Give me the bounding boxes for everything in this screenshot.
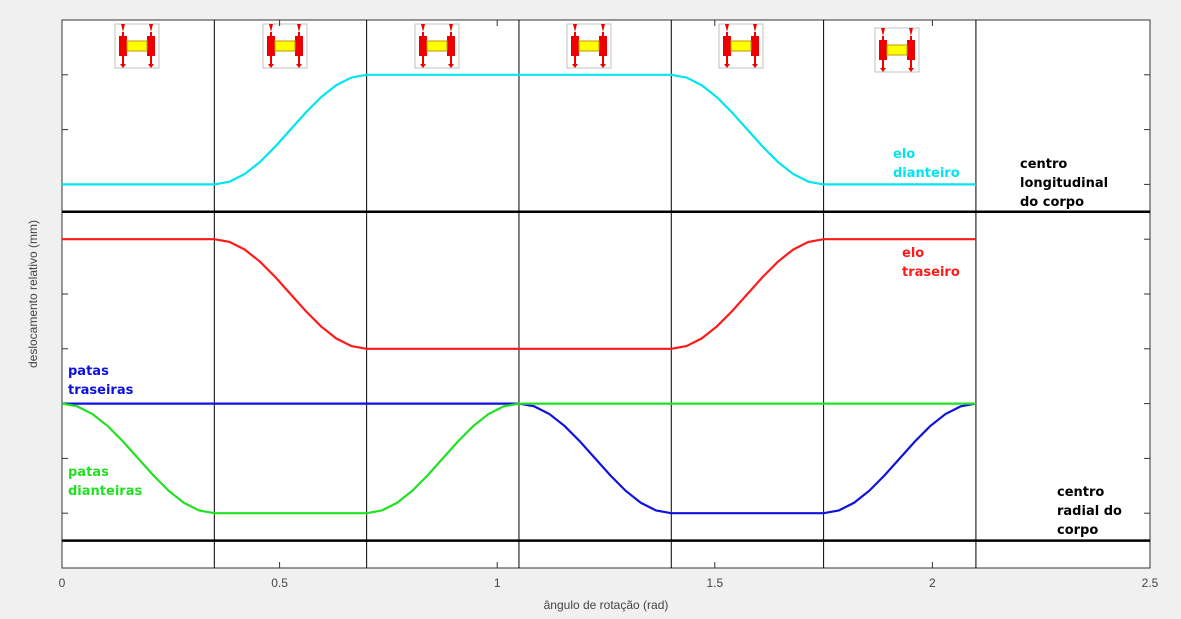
x-tick-label: 1 [494,576,501,590]
series-label: patas traseiras [68,362,138,400]
page: ângulo de rotação (rad) deslocamento rel… [0,0,1181,619]
series-label: elo dianteiro [893,145,973,183]
x-axis-label: ângulo de rotação (rad) [544,598,669,612]
x-tick-label: 1.5 [706,576,723,590]
series-label: patas dianteiras [68,463,148,501]
reference-label: centro longitudinal do corpo [1020,155,1110,212]
chart: ângulo de rotação (rad) deslocamento rel… [0,0,1181,619]
reference-label: centro radial do corpo [1057,483,1137,540]
y-axis-label: deslocamento relativo (mm) [26,220,40,368]
plot-area [62,20,1150,568]
x-tick-label: 2.5 [1142,576,1159,590]
x-tick-label: 0.5 [271,576,288,590]
x-tick-label: 2 [929,576,936,590]
series-label: elo traseiro [902,244,962,282]
x-tick-label: 0 [59,576,66,590]
